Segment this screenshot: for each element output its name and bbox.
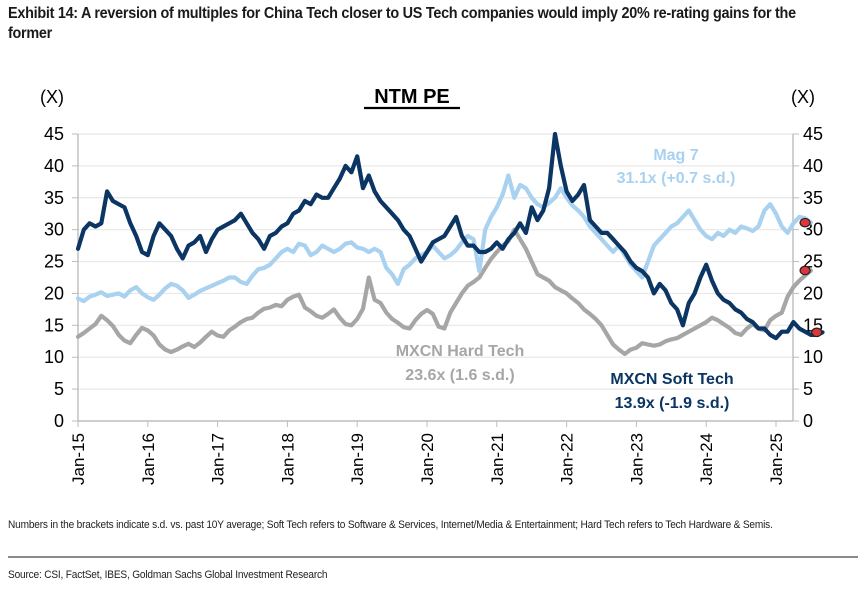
y-tick-label-left: 25 [44, 252, 64, 272]
y-tick-label-right: 0 [803, 411, 813, 431]
label-hardtech-name: MXCN Hard Tech [396, 343, 525, 360]
y-tick-label-left: 30 [44, 220, 64, 240]
y-axis-unit-left: (X) [40, 87, 64, 107]
latest-marker-mxcn-hard-tech [799, 265, 811, 276]
label-hardtech-value: 23.6x (1.6 s.d.) [405, 367, 514, 384]
source-note: Source: CSI, FactSet, IBES, Goldman Sach… [8, 569, 328, 581]
label-softtech-value: 13.9x (-1.9 s.d.) [615, 395, 730, 412]
chart-title: NTM PE [374, 86, 450, 108]
x-tick-label: Jan-17 [209, 433, 228, 485]
latest-marker-mxcn-soft-tech [811, 327, 823, 338]
series-line-mxcn-hard-tech [75, 227, 814, 357]
x-tick-label: Jan-24 [697, 433, 716, 485]
y-tick-label-left: 45 [44, 124, 64, 144]
x-tick-label: Jan-15 [69, 433, 88, 485]
label-softtech-name: MXCN Soft Tech [610, 371, 733, 388]
label-mag7-value: 31.1x (+0.7 s.d.) [617, 170, 736, 187]
y-tick-label-left: 0 [54, 411, 64, 431]
x-tick-label: Jan-21 [488, 433, 507, 485]
y-tick-label-left: 10 [44, 347, 64, 367]
x-tick-label: Jan-23 [627, 433, 646, 485]
divider [8, 556, 858, 558]
y-tick-label-left: 20 [44, 283, 64, 303]
y-tick-label-right: 10 [803, 347, 823, 367]
y-tick-label-right: 40 [803, 156, 823, 176]
x-tick-label: Jan-25 [767, 433, 786, 485]
series-lines [75, 131, 825, 357]
series-line-mxcn-soft-tech [75, 131, 825, 341]
y-tick-label-left: 5 [54, 379, 64, 399]
y-axis-unit-right: (X) [791, 87, 815, 107]
x-tick-label: Jan-19 [348, 433, 367, 485]
footnote: Numbers in the brackets indicate s.d. vs… [8, 519, 773, 531]
latest-markers [799, 217, 823, 338]
y-tick-label-left: 35 [44, 188, 64, 208]
series-line-mag-7 [75, 173, 814, 304]
y-tick-label-right: 35 [803, 188, 823, 208]
y-tick-label-left: 15 [44, 315, 64, 335]
exhibit-title: Exhibit 14: A reversion of multiples for… [8, 5, 796, 42]
label-mag7-name: Mag 7 [653, 147, 698, 164]
x-tick-label: Jan-18 [278, 433, 297, 485]
x-tick-label: Jan-16 [139, 433, 158, 485]
y-tick-label-right: 20 [803, 283, 823, 303]
y-tick-label-right: 5 [803, 379, 813, 399]
x-tick-label: Jan-22 [558, 433, 577, 485]
latest-marker-mag-7 [799, 217, 811, 228]
y-tick-label-right: 45 [803, 124, 823, 144]
y-tick-label-left: 40 [44, 156, 64, 176]
x-tick-label: Jan-20 [418, 433, 437, 485]
